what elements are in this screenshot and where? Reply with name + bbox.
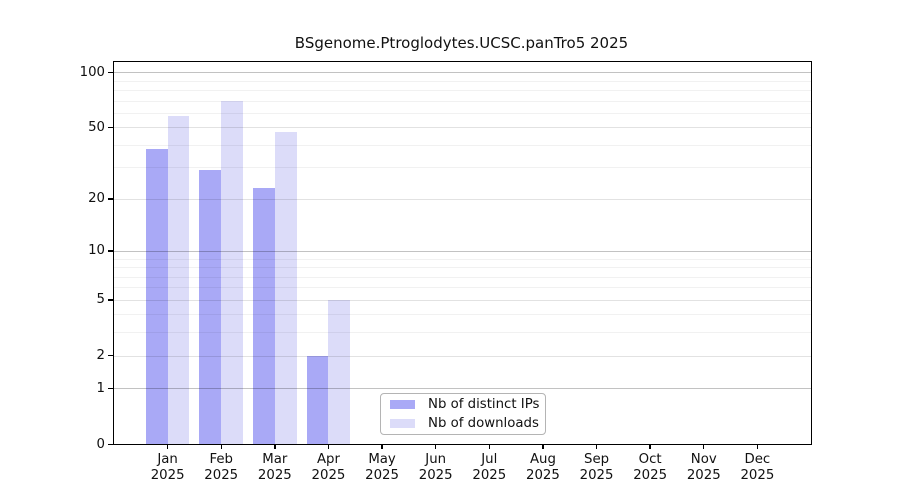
- x-tick: [434, 444, 437, 449]
- x-tick-label: May 2025: [350, 452, 414, 484]
- x-tick-label: Mar 2025: [243, 452, 307, 484]
- x-tick-label: Dec 2025: [725, 452, 789, 484]
- bar-nb-of-downloads-mar-2025: [274, 132, 297, 444]
- x-tick-label-year: 2025: [418, 468, 453, 483]
- y-tick: [108, 250, 114, 252]
- x-tick-label-year: 2025: [204, 468, 239, 483]
- x-tick: [649, 444, 651, 449]
- x-tick-label: Feb 2025: [189, 452, 253, 484]
- legend-swatch-distinct-ips: [390, 400, 415, 410]
- y-tick-label: 2: [96, 348, 105, 364]
- gridline-minor: [114, 90, 811, 92]
- x-tick-label: Oct 2025: [618, 452, 682, 484]
- x-tick: [166, 444, 169, 449]
- y-tick-label: 0: [96, 436, 105, 452]
- x-tick-label: Apr 2025: [296, 452, 360, 484]
- bar-nb-of-distinct-ips-jan-2025: [145, 148, 168, 444]
- x-tick-label: Sep 2025: [565, 452, 629, 484]
- x-tick-label: Nov 2025: [672, 452, 736, 484]
- gridline-major: [114, 72, 811, 74]
- x-tick-label-year: 2025: [686, 468, 721, 483]
- chart-title: BSgenome.Ptroglodytes.UCSC.panTro5 2025: [294, 34, 629, 52]
- x-tick-label-month: Jun: [425, 452, 447, 467]
- gridline-minor: [114, 100, 811, 102]
- x-tick: [381, 444, 383, 449]
- x-tick-label-month: Feb: [209, 452, 233, 467]
- x-tick: [703, 444, 705, 449]
- y-tick: [108, 126, 114, 129]
- x-tick-label-month: Mar: [262, 452, 288, 467]
- y-tick: [108, 71, 114, 74]
- gridline-minor: [114, 144, 811, 146]
- legend-label-distinct-ips: Nb of distinct IPs: [428, 397, 540, 413]
- x-tick: [488, 444, 490, 449]
- x-tick-label-month: Aug: [529, 452, 556, 467]
- y-tick: [108, 443, 114, 445]
- legend-swatch-downloads: [390, 418, 415, 428]
- x-tick-label-year: 2025: [472, 468, 507, 483]
- x-tick-label-month: Sep: [584, 452, 610, 467]
- y-tick-label: 10: [88, 243, 105, 259]
- y-tick: [108, 355, 114, 357]
- y-tick-label: 50: [88, 119, 105, 135]
- gridline: [114, 127, 811, 129]
- bar-nb-of-downloads-feb-2025: [221, 100, 244, 444]
- x-tick-label-month: Dec: [744, 452, 771, 467]
- legend-label-downloads: Nb of downloads: [428, 415, 539, 431]
- legend: Nb of distinct IPs Nb of downloads: [380, 393, 546, 435]
- x-tick-label-year: 2025: [633, 468, 668, 483]
- legend-item-distinct-ips: Nb of distinct IPs: [390, 397, 540, 413]
- y-tick-label: 5: [96, 292, 105, 308]
- bar-nb-of-distinct-ips-apr-2025: [306, 355, 329, 444]
- x-tick-label-year: 2025: [579, 468, 614, 483]
- x-tick-label: Jun 2025: [404, 452, 468, 484]
- gridline-minor: [114, 80, 811, 82]
- x-tick-label-month: Nov: [690, 452, 717, 467]
- x-tick: [542, 444, 544, 449]
- x-tick-label-year: 2025: [740, 468, 775, 483]
- plot-area: Nb of distinct IPs Nb of downloads 0 1 2 5 1…: [80, 61, 812, 483]
- gridline-minor: [114, 167, 811, 169]
- x-tick-label-year: 2025: [526, 468, 560, 483]
- x-tick-label-month: Oct: [638, 452, 662, 467]
- x-tick-label: Jul 2025: [457, 452, 521, 484]
- x-tick-label-month: Apr: [316, 452, 340, 467]
- x-tick-label: Aug 2025: [511, 452, 575, 484]
- y-tick-label: 1: [96, 380, 105, 396]
- x-tick-label-year: 2025: [150, 468, 185, 483]
- gridline-minor: [114, 112, 811, 114]
- bar-nb-of-distinct-ips-mar-2025: [253, 188, 275, 444]
- x-tick-label: Jan 2025: [136, 452, 200, 484]
- y-tick: [108, 387, 114, 390]
- legend-item-downloads: Nb of downloads: [390, 415, 539, 432]
- bar-nb-of-distinct-ips-feb-2025: [199, 170, 222, 444]
- x-tick: [327, 444, 330, 449]
- y-tick: [108, 299, 114, 301]
- y-tick-label: 100: [79, 64, 105, 80]
- x-tick: [274, 444, 276, 449]
- bar-nb-of-downloads-jan-2025: [167, 115, 190, 444]
- x-tick-label-year: 2025: [311, 468, 346, 483]
- x-tick: [220, 444, 222, 449]
- x-tick-label-month: May: [368, 452, 396, 467]
- x-tick: [595, 444, 598, 449]
- y-tick: [108, 198, 114, 200]
- x-tick-label-month: Jul: [481, 452, 498, 467]
- x-tick-label-year: 2025: [257, 468, 292, 483]
- x-tick-label-month: Jan: [157, 452, 178, 467]
- x-tick-label-year: 2025: [365, 468, 399, 483]
- y-tick-label: 20: [88, 191, 105, 207]
- x-tick: [756, 444, 759, 449]
- bar-nb-of-downloads-apr-2025: [328, 299, 351, 444]
